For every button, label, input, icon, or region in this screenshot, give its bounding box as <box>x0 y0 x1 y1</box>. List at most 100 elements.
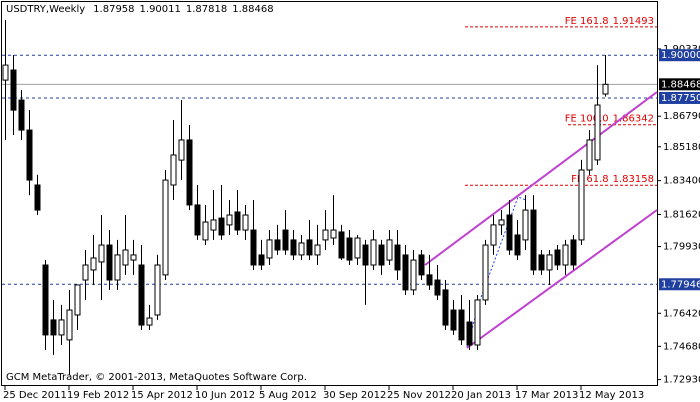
candle-body <box>202 221 209 241</box>
candle-body <box>282 229 289 251</box>
levels: FE 161.8 1.91493 FE 100.0 1.86342 FE 61.8 1.8… <box>2 16 657 285</box>
candle-body <box>498 219 505 226</box>
candle-body <box>602 83 609 95</box>
price-label: 1.87750 <box>661 93 700 104</box>
x-tick-label: 20 Jan 2013 <box>451 390 511 401</box>
fe-value: 1.86342 <box>613 114 654 125</box>
candle-body <box>338 231 345 259</box>
candle-body <box>426 274 433 286</box>
channel-lower <box>466 209 658 349</box>
y-tick-label: 1.85180 <box>663 142 700 153</box>
header-low: 1.87818 <box>186 4 227 15</box>
candle-body <box>402 254 409 291</box>
candle-body <box>146 317 153 326</box>
candle-body <box>250 229 257 266</box>
candle-body <box>82 264 89 281</box>
x-tick-label: 12 May 2013 <box>579 390 644 401</box>
candle-body <box>554 249 561 266</box>
y-tick-label: 1.83400 <box>663 176 700 187</box>
price-label-box <box>659 49 700 62</box>
candle-body <box>562 244 569 266</box>
candle-body <box>386 239 393 261</box>
footer: GCM MetaTrader, © 2001-2013, MetaQuotes … <box>6 372 307 383</box>
candle-body <box>154 264 161 316</box>
candle-body <box>370 239 377 266</box>
candle-body <box>122 249 129 266</box>
candle-body <box>346 237 353 261</box>
y-tick-label: 1.74680 <box>663 341 700 352</box>
candle-body <box>138 264 145 326</box>
plot-frame <box>1 1 658 386</box>
candle-body <box>442 289 449 326</box>
candle-body <box>106 244 113 281</box>
candle-body <box>546 254 553 271</box>
candle-body <box>226 214 233 226</box>
candle-body <box>298 242 305 256</box>
price-label-box <box>659 278 700 291</box>
fe-label: FE 161.8 1.91493 <box>565 16 654 27</box>
candle-body <box>90 257 97 271</box>
candle-body <box>178 139 185 161</box>
header-open: 1.87958 <box>93 4 134 15</box>
candle-body <box>466 321 473 346</box>
candle-body <box>10 69 17 111</box>
candle-body <box>578 169 585 241</box>
candle-body <box>514 234 521 256</box>
candle-body <box>234 211 241 231</box>
fe-label: FE 61.8 1.83158 <box>571 174 654 185</box>
candle-body <box>258 254 265 266</box>
candle-body <box>170 154 177 186</box>
candle-body <box>18 99 25 131</box>
header-high: 1.90011 <box>140 4 181 15</box>
candle-body <box>474 299 481 346</box>
candles <box>2 20 609 375</box>
fe-name: FE 161.8 <box>565 16 609 27</box>
x-tick-label: 5 Aug 2012 <box>259 390 317 401</box>
x-tick-label: 10 Jun 2012 <box>195 390 255 401</box>
x-tick-label: 17 Mar 2013 <box>515 390 578 401</box>
candle-body <box>58 319 65 336</box>
symbol: USDTRY,Weekly <box>6 4 85 15</box>
candle-body <box>450 309 457 331</box>
candle-body <box>66 309 73 341</box>
candle-body <box>186 139 193 206</box>
candle-body <box>266 239 273 259</box>
candle-body <box>378 244 385 266</box>
price-label-box <box>659 91 700 104</box>
y-tick-label: 1.81620 <box>663 209 700 220</box>
x-tick-label: 25 Nov 2012 <box>387 390 451 401</box>
fe-name: FE 100.0 <box>565 114 609 125</box>
fe-name: FE 61.8 <box>571 174 609 185</box>
channel-upper <box>424 91 658 266</box>
x-tick-label: 15 Apr 2012 <box>131 390 193 401</box>
candle-body <box>410 259 417 291</box>
candle-body <box>490 224 497 246</box>
candle-body <box>50 319 57 336</box>
axes: 1.903301.867901.851801.834001.816201.799… <box>3 44 700 401</box>
x-tick-label: 30 Sep 2012 <box>323 390 386 401</box>
candle-body <box>522 209 529 241</box>
candle-body <box>506 214 513 251</box>
candle-body <box>354 237 361 259</box>
candle-body <box>130 254 137 261</box>
candle-body <box>2 64 9 81</box>
candle-body <box>74 284 81 316</box>
candle-body <box>42 264 49 336</box>
candle-body <box>322 229 329 241</box>
price-label: 1.77946 <box>661 279 700 290</box>
candle-body <box>210 219 217 231</box>
candle-body <box>434 279 441 296</box>
candle-body <box>314 244 321 256</box>
fe-value: 1.83158 <box>613 174 654 185</box>
candle-body <box>538 254 545 271</box>
candle-body <box>34 184 41 211</box>
candle-body <box>306 239 313 256</box>
candle-body <box>114 254 121 281</box>
candle-body <box>26 129 33 181</box>
candle-body <box>594 104 601 161</box>
y-tick-label: 1.79930 <box>663 242 700 253</box>
last-price-label: 1.88468 <box>661 79 700 90</box>
candle-body <box>218 217 225 236</box>
candle-body <box>162 179 169 276</box>
